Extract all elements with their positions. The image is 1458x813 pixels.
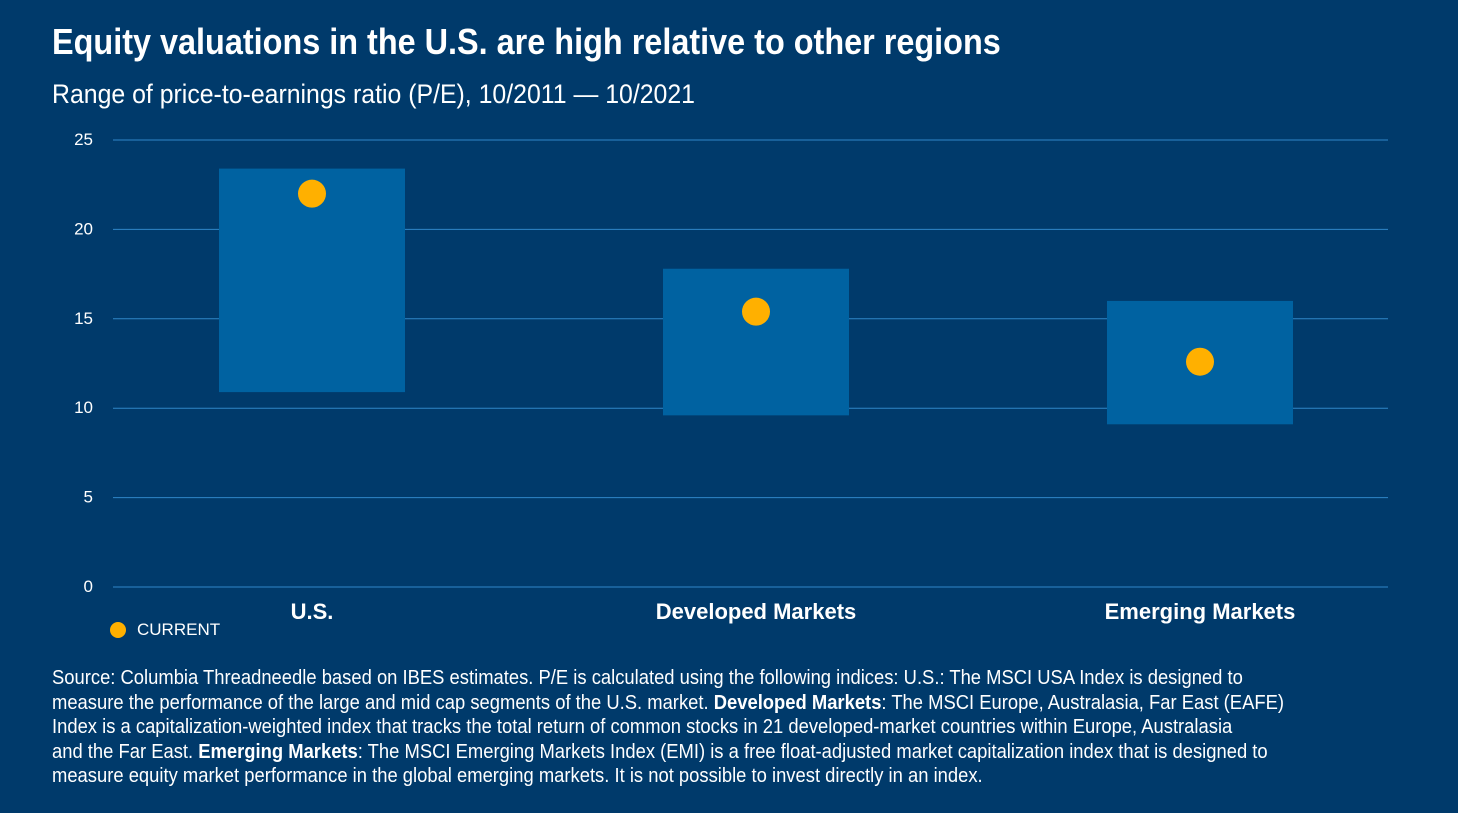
y-tick-label-25: 25 — [74, 130, 93, 149]
y-tick-label-10: 10 — [74, 398, 93, 417]
y-tick-label-20: 20 — [74, 219, 93, 238]
y-tick-label-5: 5 — [84, 488, 93, 507]
current-dot-icon — [110, 622, 126, 638]
range-bar-developed-markets — [663, 268, 849, 416]
current-point-developed-markets — [742, 297, 770, 326]
legend-label-current: CURRENT — [137, 620, 221, 639]
footnote-line: measure equity market performance in the… — [52, 764, 1414, 789]
y-tick-label-15: 15 — [74, 309, 93, 328]
footnote-text: Index is a capitalization-weighted index… — [52, 716, 1233, 738]
footnote-text: : The MSCI Europe, Australasia, Far East… — [881, 691, 1284, 714]
x-tick-label-u-s: U.S. — [291, 599, 334, 624]
chart-legend: CURRENT — [110, 618, 220, 642]
chart-subtitle: Range of price-to-earnings ratio (P/E), … — [52, 79, 695, 109]
footnote-line: Index is a capitalization-weighted index… — [52, 715, 1414, 740]
footnote-line: Source: Columbia Threadneedle based on I… — [52, 666, 1414, 691]
chart-title: Equity valuations in the U.S. are high r… — [52, 21, 1001, 62]
source-footnote: Source: Columbia Threadneedle based on I… — [52, 666, 1414, 789]
footnote-line: and the Far East. Emerging Markets: The … — [52, 740, 1414, 765]
footnote-term: Developed Markets — [713, 691, 882, 714]
footnote-text: and the Far East. — [52, 740, 199, 763]
x-tick-label-developed-markets: Developed Markets — [656, 599, 857, 624]
footnote-text: measure equity market performance in the… — [52, 765, 983, 787]
current-point-emerging-markets — [1186, 347, 1214, 376]
y-tick-label-0: 0 — [84, 577, 93, 596]
footnote-line: measure the performance of the large and… — [52, 691, 1414, 716]
footnote-text: measure the performance of the large and… — [52, 691, 714, 714]
x-tick-label-emerging-markets: Emerging Markets — [1105, 599, 1296, 624]
footnote-text: Source: Columbia Threadneedle based on I… — [52, 667, 1243, 689]
current-point-u-s — [298, 179, 326, 208]
pe-range-chart: 0 5 10 15 20 25 U.S. Developed Markets Emerging … — [74, 130, 1388, 624]
footnote-term: Emerging Markets — [198, 740, 358, 763]
footnote-text: : The MSCI Emerging Markets Index (EMI) … — [357, 740, 1268, 763]
